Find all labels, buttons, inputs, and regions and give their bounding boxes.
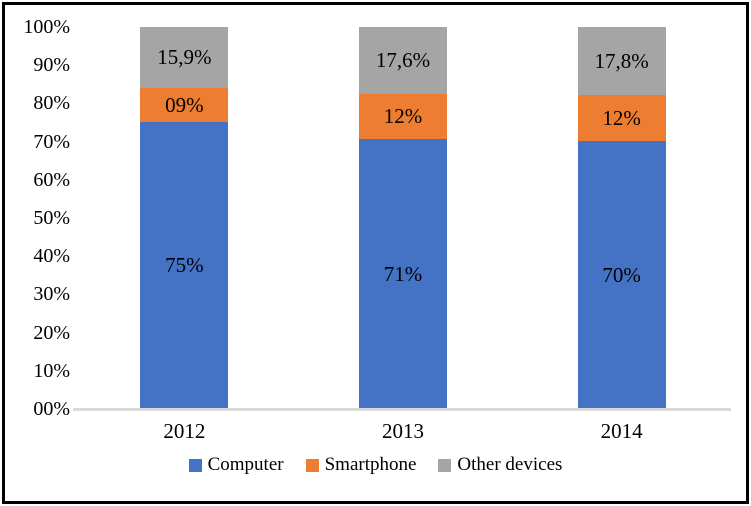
segment-label-smartphone-2012: 09% [165, 92, 204, 117]
legend-label-smartphone: Smartphone [324, 454, 417, 475]
segment-label-other-devices-2012: 15,9% [157, 44, 212, 69]
x-axis-labels: 2012 2013 2014 [75, 419, 731, 443]
bar-slot-2012: 75% 09% 15,9% [75, 27, 294, 409]
y-tick-100-: 100% [23, 16, 70, 38]
bars-row: 75% 09% 15,9% 71% 12% 17,6% 70% 12% 17,8% [75, 27, 731, 409]
segment-computer-2013: 71% [359, 139, 447, 409]
x-label-2014: 2014 [600, 419, 643, 443]
legend: Computer Smartphone Other devices [5, 454, 746, 476]
bar-2013: 71% 12% 17,6% [359, 27, 447, 409]
legend-item-smartphone: Smartphone [305, 454, 417, 476]
segment-computer-2014: 70% [577, 141, 666, 409]
y-tick-00-: 00% [33, 398, 70, 420]
segment-smartphone-2013: 12% [359, 93, 447, 140]
bar-2012: 75% 09% 15,9% [140, 27, 229, 409]
legend-item-computer: Computer [188, 454, 284, 476]
segment-smartphone-2014: 12% [577, 95, 666, 142]
segment-label-smartphone-2014: 12% [602, 105, 641, 130]
legend-label-other-devices: Other devices [457, 454, 563, 475]
y-tick-30-: 30% [33, 283, 70, 306]
segment-label-other-devices-2013: 17,6% [375, 47, 431, 72]
y-tick-90-: 90% [33, 54, 70, 77]
y-tick-60-: 60% [33, 168, 70, 191]
x-label-2013: 2013 [382, 419, 424, 443]
segment-smartphone-2012: 09% [140, 87, 229, 123]
legend-swatch-computer-icon [188, 458, 202, 472]
bar-slot-2014: 70% 12% 17,8% [512, 27, 731, 409]
segment-label-computer-2013: 71% [383, 261, 423, 286]
y-tick-80-: 80% [33, 92, 70, 115]
segment-computer-2012: 75% [140, 122, 229, 409]
y-tick-40-: 40% [33, 245, 70, 268]
y-tick-70-: 70% [33, 130, 70, 153]
x-label-2012: 2012 [163, 419, 206, 443]
x-axis-line [73, 408, 731, 411]
legend-label-computer: Computer [207, 454, 284, 475]
bar-2014: 70% 12% 17,8% [577, 27, 666, 409]
legend-swatch-other-devices-icon [438, 458, 452, 472]
segment-label-computer-2012: 75% [165, 253, 204, 278]
y-tick-50-: 50% [33, 207, 70, 229]
segment-other-devices-2013: 17,6% [359, 27, 447, 94]
y-tick-10-: 10% [33, 359, 70, 382]
segment-label-computer-2014: 70% [602, 262, 641, 287]
segment-label-smartphone-2013: 12% [383, 104, 423, 129]
segment-other-devices-2012: 15,9% [140, 27, 229, 88]
segment-other-devices-2014: 17,8% [577, 27, 666, 96]
y-axis: 00% 10% 20% 30% 40% 50% 60% 70% 80% 90% 100% [18, 17, 70, 419]
plot-area: 75% 09% 15,9% 71% 12% 17,6% 70% 12% 17,8% [75, 27, 731, 409]
legend-swatch-smartphone-icon [305, 458, 319, 472]
legend-item-other-devices: Other devices [438, 454, 562, 476]
segment-label-other-devices-2014: 17,8% [594, 48, 649, 73]
y-tick-20-: 20% [33, 321, 70, 344]
bar-slot-2013: 71% 12% 17,6% [294, 27, 513, 409]
